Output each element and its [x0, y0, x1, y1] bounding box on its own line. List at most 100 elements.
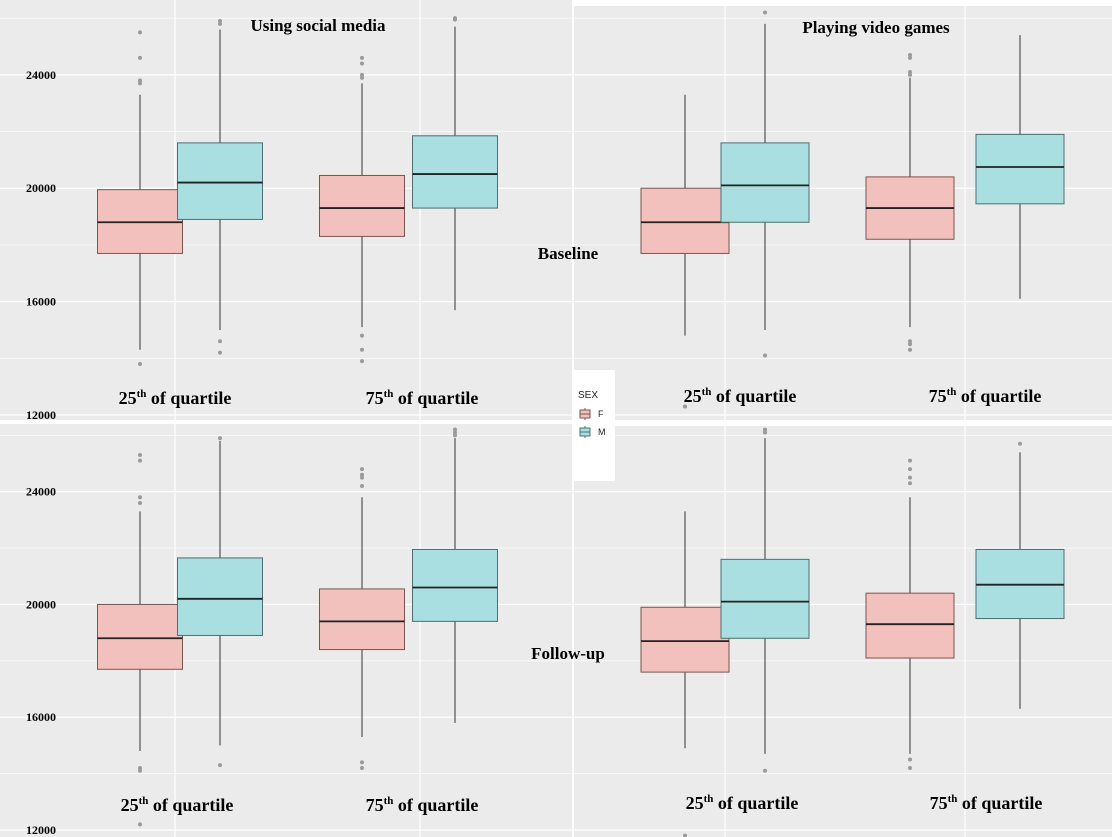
outlier-point [763, 768, 767, 773]
outlier-point [763, 430, 767, 435]
category-label: 25th of quartile [121, 795, 234, 815]
outlier-point [453, 433, 457, 438]
box-1-0-cat1-f [319, 467, 405, 770]
iqr-box [412, 548, 498, 622]
outlier-point [138, 30, 142, 35]
outlier-point [908, 53, 912, 58]
outlier-point [360, 467, 364, 472]
outlier-point [908, 342, 912, 347]
legend-background [574, 370, 615, 481]
y-tick-label: 16000 [26, 710, 56, 724]
outlier-point [138, 822, 142, 827]
outlier-point [218, 350, 222, 355]
column-title-social-media: Using social media [250, 16, 386, 35]
box-1-1-cat0-m [720, 427, 810, 773]
outlier-point [138, 453, 142, 458]
category-labels: 25th of quartile 75th of quartile 25th of … [119, 386, 1043, 815]
outlier-point [138, 81, 142, 86]
category-label: 25th of quartile [684, 386, 797, 406]
outlier-point [908, 347, 912, 352]
outlier-point [908, 765, 912, 770]
outlier-point [360, 75, 364, 80]
outlier-point [138, 78, 142, 83]
box-0-0-cat1-m [412, 16, 498, 311]
box-0-1-cat0-m [720, 10, 810, 358]
outlier-point [453, 427, 457, 432]
box-1-0-cat1-m [412, 427, 498, 723]
outlier-point [360, 765, 364, 770]
outlier-point [908, 475, 912, 480]
outlier-point [683, 833, 687, 837]
outlier-point [360, 472, 364, 477]
outlier-point [138, 495, 142, 500]
y-tick-label: 16000 [26, 295, 56, 309]
outlier-point [908, 458, 912, 463]
outlier-point [453, 16, 457, 21]
iqr-box [640, 187, 730, 254]
box-1-1-cat0-f [640, 511, 730, 837]
outlier-point [453, 430, 457, 435]
iqr-box [720, 142, 810, 223]
box-0-1-cat1-f [865, 53, 955, 352]
outlier-point [360, 61, 364, 66]
outlier-point [360, 359, 364, 364]
legend-title: SEX [578, 390, 598, 401]
row-label-baseline: Baseline [538, 244, 599, 263]
category-label: 25th of quartile [686, 793, 799, 813]
category-label: 75th of quartile [366, 795, 479, 815]
outlier-point [1018, 441, 1022, 446]
outlier-point [360, 484, 364, 489]
outlier-point [138, 361, 142, 366]
y-axis-tick-labels: 12000 16000 20000 24000 12000 16000 20000 24000 [26, 68, 56, 837]
iqr-box [865, 592, 955, 659]
outlier-point [138, 765, 142, 770]
box-1-0-cat0-f [97, 453, 183, 827]
category-label: 75th of quartile [930, 793, 1043, 813]
y-tick-label: 24000 [26, 68, 56, 82]
y-tick-label: 20000 [26, 181, 56, 195]
y-tick-label: 24000 [26, 485, 56, 499]
outlier-point [218, 763, 222, 768]
outlier-point [360, 55, 364, 60]
outlier-point [360, 475, 364, 480]
box-1-1-cat1-f [865, 458, 955, 770]
box-1-0-cat0-m [177, 436, 263, 768]
outlier-point [683, 404, 687, 409]
outlier-point [360, 72, 364, 77]
box-0-1-cat1-m [975, 35, 1065, 299]
panel-background-1-0 [0, 424, 572, 837]
iqr-box [720, 558, 810, 639]
outlier-point [138, 768, 142, 773]
outlier-point [908, 467, 912, 472]
outlier-point [218, 21, 222, 26]
box-1-1-cat1-m [975, 441, 1065, 709]
outlier-point [908, 70, 912, 75]
iqr-box [177, 142, 263, 220]
outlier-point [138, 55, 142, 60]
iqr-box [640, 606, 730, 673]
box-marks [97, 10, 1065, 837]
outlier-point [218, 339, 222, 344]
legend-key-f [579, 408, 591, 420]
y-tick-label: 20000 [26, 597, 56, 611]
box-0-0-cat1-f [319, 55, 405, 364]
y-tick-label: 12000 [26, 823, 56, 837]
outlier-point [908, 339, 912, 344]
iqr-box [412, 135, 498, 209]
outlier-point [908, 481, 912, 486]
outlier-point [138, 500, 142, 505]
iqr-box [319, 174, 405, 237]
category-label: 75th of quartile [929, 386, 1042, 406]
iqr-box [97, 603, 183, 670]
outlier-point [218, 19, 222, 24]
category-label: 75th of quartile [366, 388, 479, 408]
box-0-0-cat0-f [97, 30, 183, 366]
box-0-1-cat0-f [640, 94, 730, 409]
outlier-point [763, 10, 767, 15]
category-label: 25th of quartile [119, 388, 232, 408]
outlier-point [763, 353, 767, 358]
legend: SEX F M [574, 370, 615, 481]
y-tick-label: 12000 [26, 408, 56, 422]
